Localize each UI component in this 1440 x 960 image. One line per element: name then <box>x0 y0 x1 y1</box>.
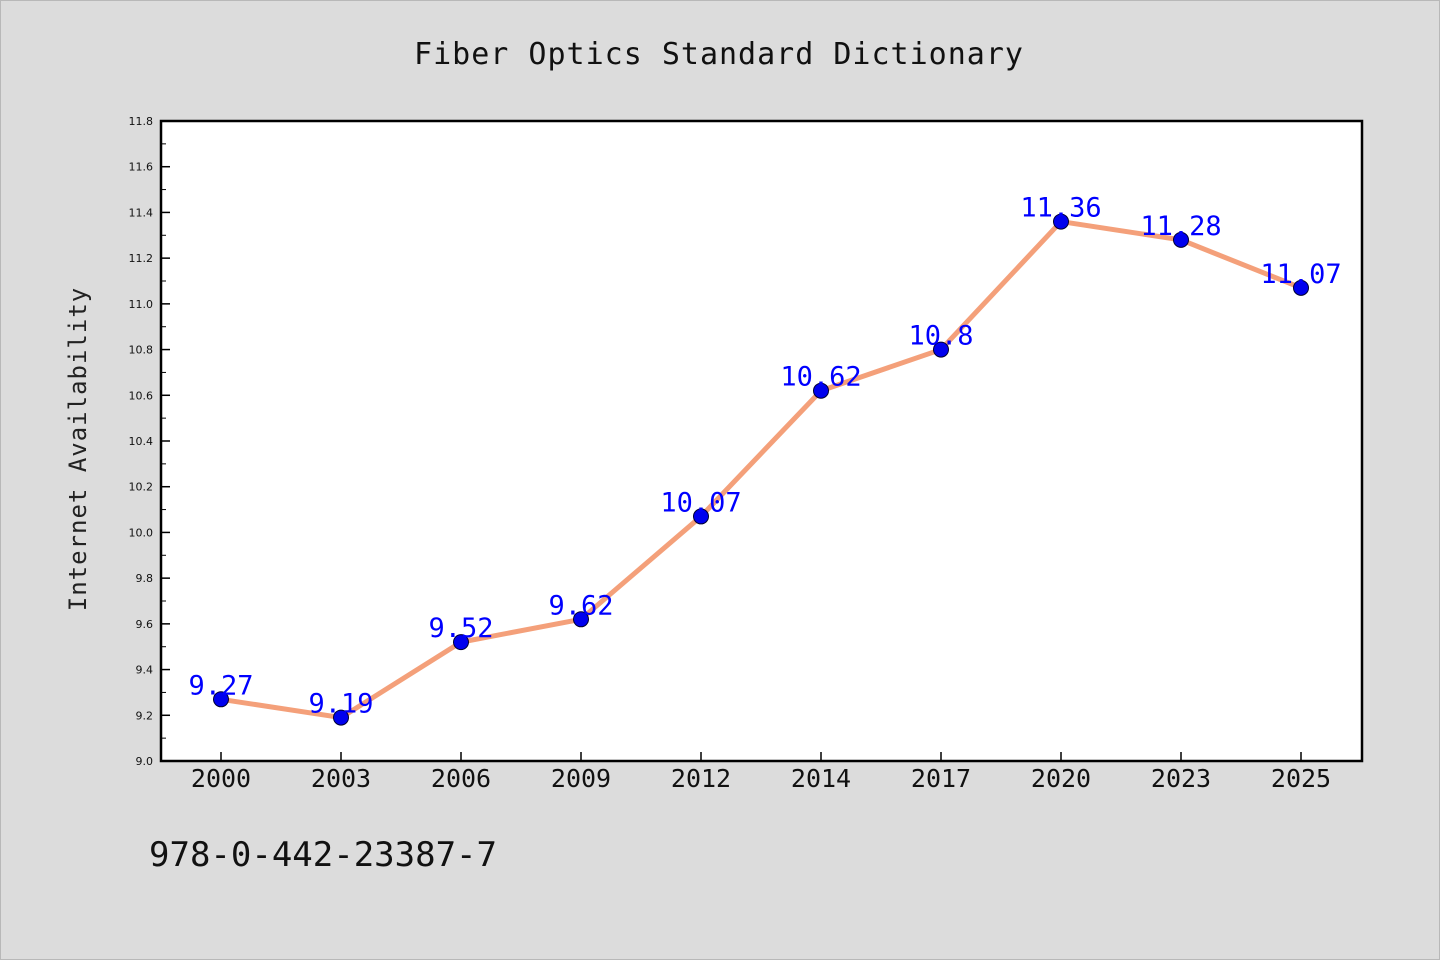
data-point <box>213 691 229 708</box>
y-tick-label: 9.4 <box>136 664 154 677</box>
data-label: 10.07 <box>660 487 741 518</box>
y-tick-label: 11.0 <box>129 298 154 311</box>
chart-title: Fiber Optics Standard Dictionary <box>414 37 1024 72</box>
y-tick-label: 10.8 <box>129 344 154 357</box>
y-tick-label: 11.2 <box>129 252 154 265</box>
y-tick-label: 9.8 <box>136 572 154 585</box>
y-tick-label: 10.6 <box>129 389 154 402</box>
data-label: 10.62 <box>780 362 861 393</box>
x-tick-label: 2014 <box>791 764 851 793</box>
x-tick-label: 2006 <box>431 764 491 793</box>
data-point <box>1293 279 1309 296</box>
data-label: 9.62 <box>548 590 613 621</box>
series-line <box>218 219 1304 721</box>
data-label: 11.28 <box>1140 211 1221 242</box>
data-label: 10.8 <box>908 321 973 352</box>
y-tick-label: 11.8 <box>129 115 154 128</box>
data-point <box>573 611 589 628</box>
y-tick-label: 10.4 <box>129 435 154 448</box>
x-tick-label: 2017 <box>911 764 971 793</box>
x-tick-label: 2020 <box>1031 764 1091 793</box>
x-tick-label: 2009 <box>551 764 611 793</box>
x-axis: 2000 2003 2006 2009 2012 2014 2017 2020 2023 2025 <box>191 752 1331 793</box>
data-point <box>813 382 829 399</box>
plot-frame <box>159 119 1364 763</box>
data-label: 9.19 <box>308 689 373 720</box>
data-label: 9.52 <box>428 613 493 644</box>
data-point <box>1173 231 1189 248</box>
y-tick-label: 11.6 <box>129 161 154 174</box>
data-label: 9.27 <box>188 670 253 701</box>
x-tick-label: 2023 <box>1151 764 1211 793</box>
plot-area <box>161 121 1362 761</box>
y-tick-label: 9.2 <box>136 709 154 722</box>
y-tick-label: 9.0 <box>136 755 154 768</box>
data-label: 11.07 <box>1260 259 1341 290</box>
y-tick-label: 10.2 <box>129 481 154 494</box>
data-label: 11.36 <box>1020 193 1101 224</box>
y-tick-label: 9.6 <box>136 618 154 631</box>
data-point <box>693 508 709 525</box>
x-tick-label: 2000 <box>191 764 251 793</box>
series-layer: 9.27 9.19 9.52 9.62 10.07 10.62 10.8 11.36 11.28… <box>188 193 1342 726</box>
x-tick-label: 2012 <box>671 764 731 793</box>
y-tick-label: 10.0 <box>129 526 154 539</box>
y-axis: 9.0 9.2 9.4 9.6 9.8 10.0 10.2 10.4 10.6 10.8 11.0 1… <box>129 115 170 768</box>
x-tick-label: 2025 <box>1271 764 1331 793</box>
y-tick-label: 11.4 <box>129 206 154 219</box>
data-point <box>933 341 949 358</box>
x-tick-label: 2003 <box>311 764 371 793</box>
data-point <box>333 709 349 726</box>
data-point <box>453 634 469 651</box>
data-point <box>1053 213 1069 230</box>
y-axis-label: Internet Availability <box>64 287 92 611</box>
isbn-footer: 978-0-442-23387-7 <box>149 835 497 875</box>
